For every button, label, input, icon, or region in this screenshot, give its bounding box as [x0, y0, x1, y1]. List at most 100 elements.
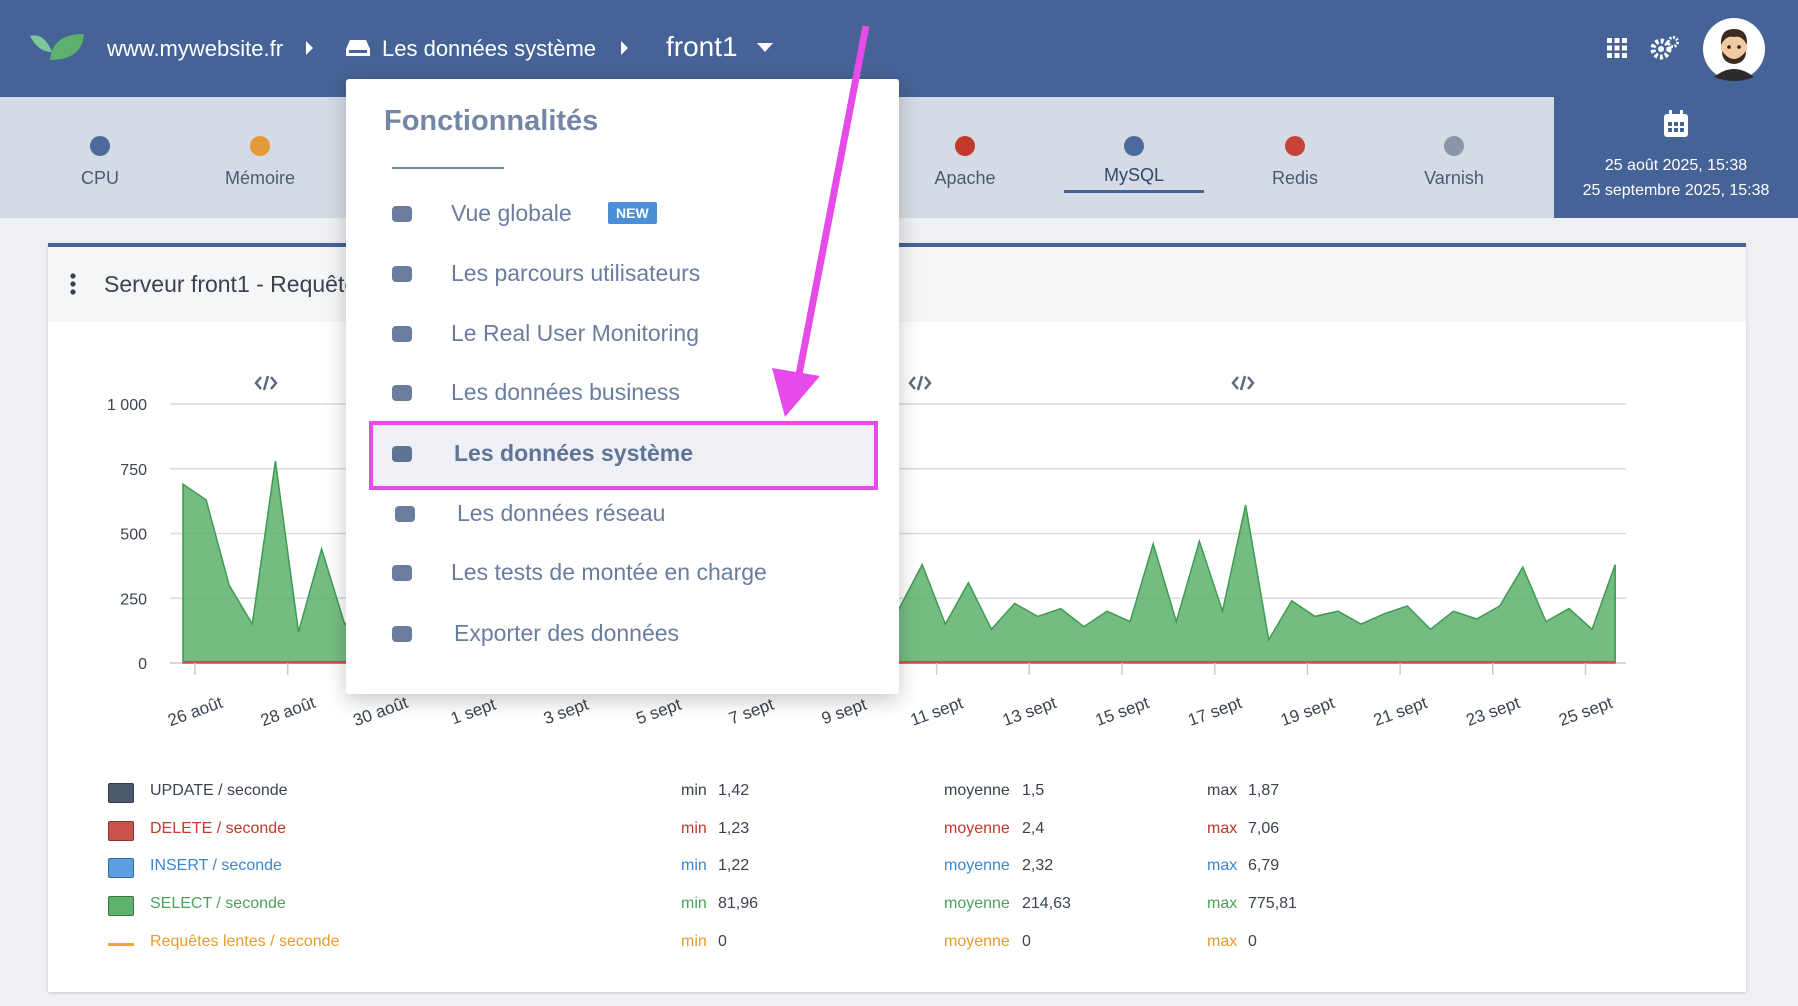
- legend-stat-value: 6,79: [1248, 857, 1280, 874]
- legend-stat-value: 775,81: [1248, 895, 1297, 912]
- legend-swatch[interactable]: [108, 943, 134, 946]
- menu-icon-shape: [392, 326, 412, 342]
- menu-item[interactable]: Les tests de montée en charge: [451, 559, 767, 585]
- highlight-box: [369, 421, 878, 490]
- user-avatar[interactable]: [1702, 17, 1766, 81]
- x-tick-label: 26 août: [165, 693, 225, 730]
- y-tick-label: 1 000: [107, 397, 147, 414]
- breadcrumb-caret: [306, 41, 313, 55]
- legend-swatch[interactable]: [108, 821, 134, 841]
- tab-label[interactable]: Redis: [1271, 168, 1319, 188]
- menu-icon-shape: [392, 626, 412, 642]
- legend-stat-label: moyenne: [944, 820, 1010, 837]
- legend-stat-value: 0: [1248, 933, 1257, 950]
- panel-title: Serveur front1 - Requêtes: [104, 271, 369, 297]
- menu-item[interactable]: Les parcours utilisateurs: [451, 260, 701, 286]
- feature-tabs: [0, 97, 1798, 218]
- tab-icon: [90, 136, 110, 156]
- legend-stat-label: min: [681, 895, 707, 912]
- x-tick-label: 5 sept: [634, 695, 684, 729]
- menu-item[interactable]: Les données réseau: [457, 500, 666, 526]
- legend-label[interactable]: DELETE / seconde: [150, 820, 287, 837]
- legend-stat-value: 2,32: [1022, 857, 1054, 874]
- legend-stat-value: 0: [1022, 933, 1031, 950]
- legend-stat-value: 1,5: [1022, 782, 1045, 799]
- menu-title: Fonctionnalités: [384, 105, 599, 137]
- event-marker[interactable]: [1231, 375, 1255, 391]
- menu-icon: [392, 326, 412, 342]
- event-marker[interactable]: [908, 375, 932, 391]
- legend-stat-value: 81,96: [718, 895, 759, 912]
- menu-icon: [392, 266, 412, 282]
- tab-icon: [955, 136, 975, 156]
- menu-icon: [392, 206, 412, 222]
- date-range[interactable]: 25 août 2025, 15:38 25 septembre 2025, 1…: [1554, 97, 1798, 218]
- tab-icon-shape: [90, 136, 110, 156]
- tab-label[interactable]: Varnish: [1424, 168, 1484, 188]
- apps-icon[interactable]: [1606, 37, 1628, 59]
- tab-icon-shape: [1285, 136, 1305, 156]
- x-tick-label: 17 sept: [1185, 693, 1244, 730]
- menu-item[interactable]: Exporter des données: [454, 620, 680, 646]
- x-tick-label: 3 sept: [541, 695, 591, 729]
- menu-icon: [392, 446, 412, 462]
- x-tick-label: 1 sept: [448, 695, 498, 729]
- menu-icon: [392, 626, 412, 642]
- menu-item[interactable]: Les données business: [451, 379, 680, 405]
- panel-menu-icon[interactable]: [70, 273, 76, 295]
- menu-icon-shape: [395, 506, 415, 522]
- x-tick-label: 9 sept: [819, 695, 869, 729]
- logo[interactable]: [28, 30, 88, 66]
- x-tick-label: 21 sept: [1371, 693, 1430, 730]
- legend-stat-label: min: [681, 933, 707, 950]
- tab-label[interactable]: Mémoire: [224, 168, 295, 188]
- tab-icon: [1285, 136, 1305, 156]
- legend-swatch[interactable]: [108, 896, 134, 916]
- legend-stat-label: max: [1207, 933, 1238, 950]
- tab-icon-shape: [955, 136, 975, 156]
- legend-stat-label: min: [681, 820, 707, 837]
- legend-stat-value: 7,06: [1248, 820, 1280, 837]
- menu-icon-shape: [392, 266, 412, 282]
- breadcrumb-server[interactable]: front1: [666, 31, 738, 62]
- legend-swatch[interactable]: [108, 858, 134, 878]
- legend-stat-value: 1,87: [1248, 782, 1280, 799]
- breadcrumb-site[interactable]: www.mywebsite.fr: [107, 36, 284, 61]
- legend-stat-label: max: [1207, 820, 1238, 837]
- x-tick-label: 19 sept: [1278, 693, 1337, 730]
- tab-icon-shape: [1444, 136, 1464, 156]
- legend-label[interactable]: SELECT / seconde: [150, 895, 286, 912]
- menu-item[interactable]: Le Real User Monitoring: [451, 320, 700, 346]
- top-bar: www.mywebsite.fr Les données système fro…: [0, 0, 1798, 97]
- menu-icon: [392, 385, 412, 401]
- date-start: 25 août 2025, 15:38: [1604, 157, 1748, 174]
- breadcrumb-section[interactable]: Les données système: [382, 36, 597, 61]
- tab-icon-shape: [250, 136, 270, 156]
- legend-label[interactable]: UPDATE / seconde: [150, 782, 288, 799]
- y-tick-label: 250: [120, 591, 147, 608]
- menu-icon-shape: [392, 565, 412, 581]
- legend-stat-label: moyenne: [944, 782, 1010, 799]
- legend-stat-value: 1,22: [718, 857, 750, 874]
- legend-label[interactable]: INSERT / seconde: [150, 857, 282, 874]
- tab-label[interactable]: Apache: [934, 168, 996, 188]
- legend-label[interactable]: Requêtes lentes / seconde: [150, 933, 340, 950]
- tab-label[interactable]: CPU: [80, 168, 119, 188]
- settings-icon[interactable]: [1650, 35, 1680, 61]
- event-marker[interactable]: [254, 375, 278, 391]
- menu-item[interactable]: Les données système: [454, 440, 694, 466]
- server-dropdown-caret[interactable]: [756, 42, 774, 54]
- x-tick-label: 23 sept: [1464, 693, 1523, 730]
- legend-stat-label: min: [681, 857, 707, 874]
- menu-icon: [392, 565, 412, 581]
- drive-icon: [346, 40, 370, 56]
- legend-stat-label: min: [681, 782, 707, 799]
- x-tick-label: 30 août: [351, 693, 411, 730]
- legend-swatch[interactable]: [108, 783, 134, 803]
- event-icon: [254, 375, 278, 391]
- menu-item[interactable]: Vue globale: [451, 200, 572, 226]
- tab-label[interactable]: MySQL: [1064, 165, 1204, 193]
- date-end: 25 septembre 2025, 15:38: [1582, 182, 1770, 199]
